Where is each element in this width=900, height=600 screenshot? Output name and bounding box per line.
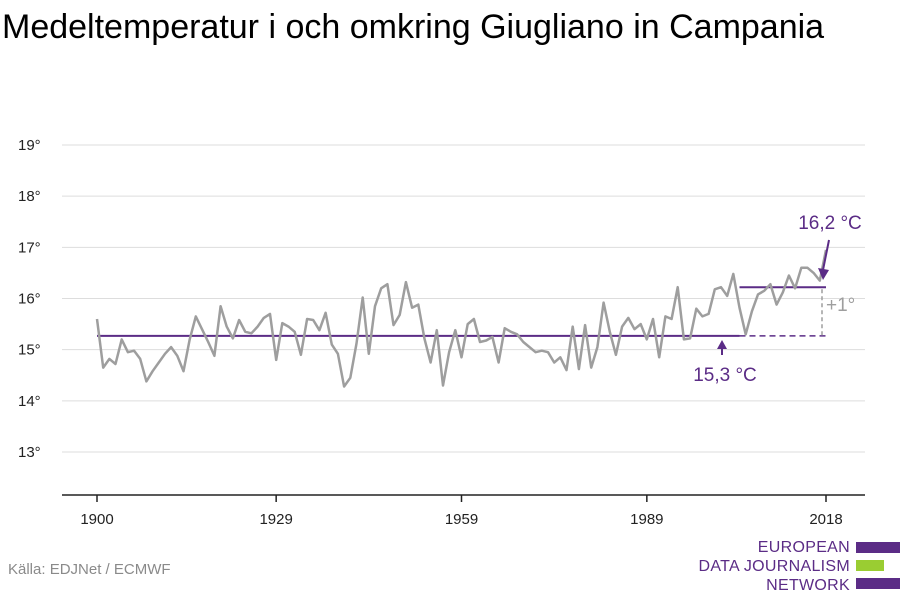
edjnet-logo[interactable]: EUROPEAN DATA JOURNALISM NETWORK	[699, 538, 850, 595]
x-tick-label: 1929	[259, 511, 292, 528]
logo-bar-purple-1	[856, 542, 900, 553]
chart-title: Medeltemperatur i och omkring Giugliano …	[2, 8, 825, 46]
x-tick-label: 1989	[630, 511, 663, 528]
y-tick-label: 16°	[18, 291, 41, 308]
x-tick-label: 1900	[80, 511, 113, 528]
y-tick-label: 13°	[18, 444, 41, 461]
annotations: 16,2 °C 15,3 °C +1°	[693, 213, 862, 386]
x-tick-label: 2018	[809, 511, 842, 528]
line-series	[95, 249, 828, 388]
y-tick-label: 18°	[18, 188, 41, 205]
logo-line-data-journalism: DATA JOURNALISM	[698, 558, 850, 575]
difference-label: +1°	[826, 295, 855, 316]
recent-average-arrowhead	[818, 268, 829, 280]
logo-line-network: NETWORK	[766, 577, 850, 594]
gridlines	[62, 144, 865, 453]
x-tick-label: 1959	[445, 511, 478, 528]
baseline-average-arrowhead	[717, 340, 727, 349]
recent-average-label: 16,2 °C	[798, 213, 862, 234]
baseline-average-label: 15,3 °C	[693, 365, 757, 386]
average-lines	[97, 286, 826, 337]
x-axis: 1900 1929 1959 1989 2018	[62, 494, 865, 528]
logo-bar-purple-2	[856, 578, 900, 589]
y-tick-label: 17°	[18, 239, 41, 256]
y-axis-ticks: 13° 14° 15° 16° 17° 18° 19°	[18, 137, 41, 461]
logo-bar-green	[856, 560, 884, 571]
source-credit: Källa: EDJNet / ECMWF	[8, 561, 171, 578]
temperature-series-line	[95, 249, 828, 388]
y-tick-label: 15°	[18, 342, 41, 359]
recent-average-arrow	[822, 239, 830, 271]
logo-line-european: EUROPEAN	[757, 539, 850, 556]
y-tick-label: 14°	[18, 393, 41, 410]
y-tick-label: 19°	[18, 137, 41, 154]
